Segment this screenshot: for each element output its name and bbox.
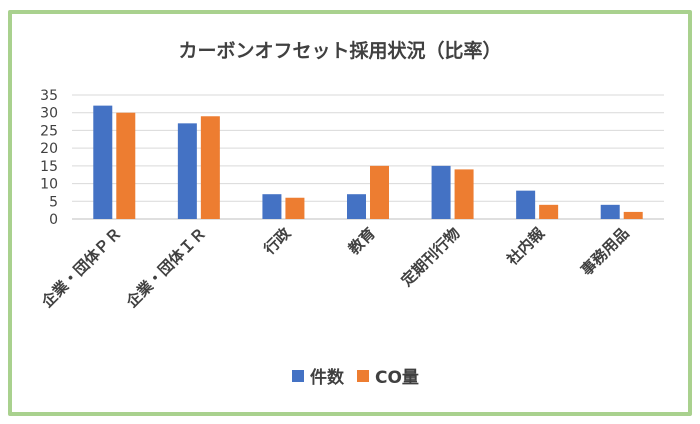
y-tick-label: 20	[40, 141, 58, 157]
bar-co-0	[116, 112, 136, 219]
y-tick-label: 5	[49, 194, 58, 210]
bar-count-5	[516, 190, 536, 219]
legend: 件数 CO量	[292, 367, 419, 388]
bar-co-4	[454, 169, 474, 219]
bar-count-1	[177, 123, 197, 219]
x-tick-label: 定期刊行物	[398, 224, 464, 290]
gridlines	[72, 94, 664, 220]
x-tick-label: 企業・団体ＩＲ	[122, 224, 210, 312]
y-tick-label: 10	[40, 177, 58, 193]
x-tick-label: 事務用品	[577, 224, 632, 279]
x-tick-label: 行政	[260, 223, 295, 258]
y-tick-label: 15	[40, 159, 58, 175]
legend-swatch	[357, 370, 369, 382]
bar-co-3	[370, 165, 389, 219]
bar-count-3	[347, 194, 366, 219]
bar-count-6	[600, 204, 620, 219]
y-tick-label: 25	[40, 123, 58, 139]
x-tick-label: 社内報	[503, 223, 549, 269]
x-tick-label: 企業・団体ＰＲ	[37, 224, 125, 312]
bar-count-4	[431, 165, 451, 219]
x-tick-label: 教育	[344, 224, 379, 259]
y-tick-label: 30	[40, 106, 58, 122]
y-tick-label: 0	[49, 212, 58, 228]
y-tick-label: 35	[40, 88, 58, 104]
legend-label: CO量	[375, 367, 419, 388]
bar-co-6	[623, 211, 643, 219]
bar-count-0	[93, 105, 113, 219]
bar-co-1	[200, 116, 220, 219]
bar-count-2	[262, 194, 282, 219]
legend-swatch	[292, 370, 304, 382]
chart-title: カーボンオフセット採用状況（比率）	[178, 39, 501, 62]
bar-co-2	[285, 197, 305, 219]
bars	[93, 105, 643, 219]
legend-label: 件数	[310, 367, 345, 388]
bar-co-5	[539, 204, 559, 219]
